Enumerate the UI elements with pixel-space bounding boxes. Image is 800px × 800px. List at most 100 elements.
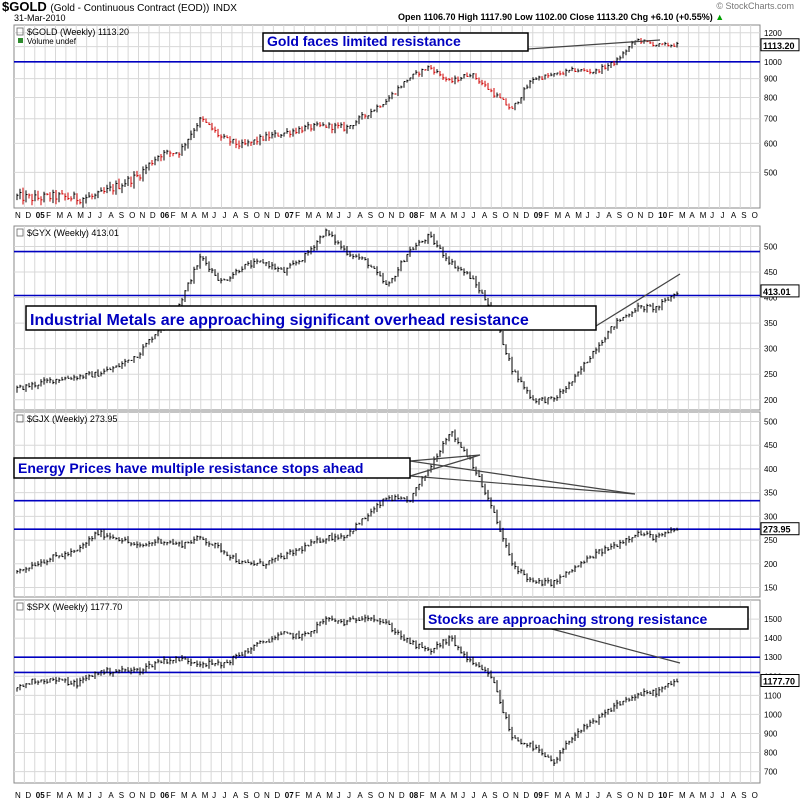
x-tick-label: 05	[36, 211, 45, 220]
x-tick-label: 06	[160, 791, 169, 800]
x-tick-label: 09	[534, 211, 543, 220]
x-tick-label: J	[586, 791, 590, 800]
last-price-box	[760, 674, 800, 688]
y-tick-label: 1300	[764, 653, 782, 662]
x-tick-label: O	[503, 211, 509, 220]
x-tick-label: A	[606, 791, 612, 800]
x-tick-label: A	[606, 211, 612, 220]
x-tick-label: A	[108, 211, 114, 220]
x-tick-label: N	[264, 791, 270, 800]
x-tick-label: M	[575, 791, 582, 800]
x-tick-label: S	[119, 211, 124, 220]
x-tick-label: F	[669, 211, 674, 220]
x-tick-label: 05	[36, 791, 45, 800]
x-tick-label: A	[108, 791, 114, 800]
x-tick-label: M	[306, 211, 313, 220]
x-tick-label: M	[700, 791, 707, 800]
x-tick-label: J	[721, 791, 725, 800]
x-tick-label: S	[492, 211, 497, 220]
x-tick-label: O	[254, 791, 260, 800]
x-tick-label: M	[575, 211, 582, 220]
x-tick-label: M	[202, 211, 209, 220]
x-tick-label: D	[648, 211, 654, 220]
x-tick-label: O	[254, 211, 260, 220]
callout-pointer	[409, 454, 636, 495]
x-tick-label: J	[347, 211, 351, 220]
x-tick-label: M	[555, 791, 562, 800]
panel-gyx: 200 250 300 350 400 450 500 $GYX (Weekly) 413.0…	[13, 225, 800, 411]
x-tick-label: D	[274, 211, 280, 220]
y-tick-label: 300	[764, 345, 778, 354]
x-tick-label: J	[98, 791, 102, 800]
x-tick-label: D	[25, 211, 31, 220]
x-tick-label: A	[67, 211, 73, 220]
callout-pointer	[409, 460, 636, 495]
symbol-title: $GOLD (Gold - Continuous Contract (EOD))…	[2, 0, 237, 14]
x-tick-label: M	[555, 211, 562, 220]
x-tick-label: N	[140, 791, 146, 800]
price-bars	[16, 38, 679, 208]
x-tick-label: M	[77, 791, 84, 800]
x-tick-label: J	[710, 211, 714, 220]
x-tick-label: M	[430, 211, 437, 220]
y-tick-label: 350	[764, 319, 778, 328]
x-tick-label: S	[243, 791, 248, 800]
x-tick-label: N	[15, 211, 21, 220]
price-bars	[16, 429, 679, 588]
y-tick-label: 400	[764, 465, 778, 474]
y-tick-label: 700	[764, 115, 778, 124]
x-tick-label: M	[700, 211, 707, 220]
x-tick-label: N	[140, 211, 146, 220]
panel-title-text: $GJX (Weekly) 273.95	[27, 414, 117, 424]
x-tick-label: J	[337, 211, 341, 220]
y-tick-label: 300	[764, 512, 778, 521]
last-price-label: 273.95	[763, 525, 791, 535]
x-tick-label: A	[731, 211, 737, 220]
x-tick-label: F	[171, 791, 176, 800]
x-tick-label: J	[347, 791, 351, 800]
watermark: © StockCharts.com	[716, 1, 794, 11]
panel-spx: 700800900100011001200130014001500$SPX (W…	[13, 599, 800, 784]
x-tick-label: N	[513, 211, 519, 220]
x-tick-label: A	[482, 211, 488, 220]
x-tick-label: A	[316, 791, 322, 800]
x-tick-label: J	[461, 211, 465, 220]
y-tick-label: 450	[764, 268, 778, 277]
x-tick-label: J	[596, 211, 600, 220]
x-tick-label: M	[679, 791, 686, 800]
x-tick-label: J	[212, 791, 216, 800]
y-tick-label: 600	[764, 139, 778, 148]
x-tick-label: A	[357, 211, 363, 220]
x-tick-label: D	[150, 211, 156, 220]
x-tick-label: N	[638, 791, 644, 800]
x-tick-label: A	[565, 211, 571, 220]
x-tick-label: D	[399, 211, 405, 220]
y-tick-label: 500	[764, 242, 778, 251]
x-tick-label: A	[357, 791, 363, 800]
y-tick-label: 200	[764, 560, 778, 569]
x-tick-label: D	[523, 791, 529, 800]
panel-title: $GJX (Weekly) 273.95	[16, 414, 117, 424]
panel-settings-icon	[16, 602, 24, 611]
x-tick-label: F	[171, 211, 176, 220]
x-tick-label: A	[67, 791, 73, 800]
x-tick-label: M	[326, 211, 333, 220]
x-tick-label: J	[721, 211, 725, 220]
x-tick-label: J	[337, 791, 341, 800]
quote-values: Open 1106.70 High 1117.90 Low 1102.00 Cl…	[398, 12, 713, 22]
x-tick-label: D	[399, 791, 405, 800]
x-tick-label: 10	[658, 211, 667, 220]
annotation-callout: Energy Prices have multiple resistance s…	[13, 454, 636, 495]
x-tick-label: J	[596, 791, 600, 800]
x-tick-label: 08	[409, 211, 418, 220]
panel-gold: 500600700800900100011001200$GOLD (Weekly…	[13, 24, 800, 209]
x-tick-label: A	[440, 211, 446, 220]
symbol-exchange: INDX	[213, 3, 237, 14]
panel-frame	[13, 24, 761, 209]
x-tick-label: A	[233, 211, 239, 220]
y-tick-label: 200	[764, 396, 778, 405]
callout-box	[262, 32, 529, 52]
x-tick-label: F	[420, 211, 425, 220]
x-tick-label: J	[223, 211, 227, 220]
